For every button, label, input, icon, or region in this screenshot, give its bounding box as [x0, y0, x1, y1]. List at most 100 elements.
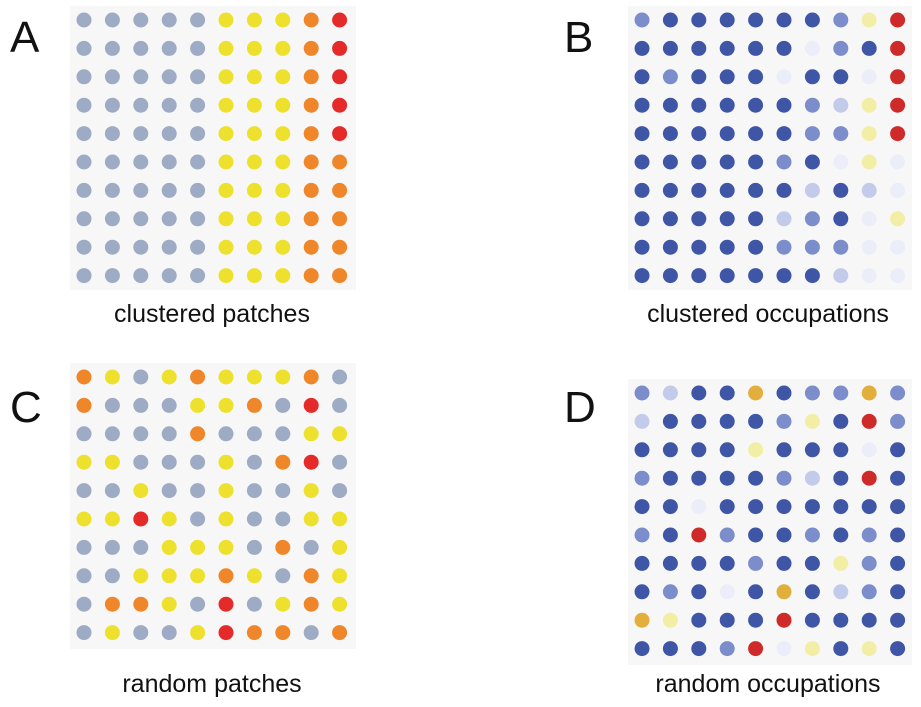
dot	[104, 426, 120, 442]
dot	[719, 470, 735, 486]
dot	[804, 12, 820, 28]
dot	[190, 397, 206, 413]
dot	[691, 154, 707, 170]
dot	[662, 69, 678, 85]
dot	[246, 426, 262, 442]
dot	[890, 555, 906, 571]
dot	[303, 539, 319, 555]
dot	[104, 539, 120, 555]
dot	[833, 182, 849, 198]
dot	[662, 584, 678, 600]
dot	[218, 625, 234, 641]
dot	[332, 97, 348, 113]
dot	[303, 397, 319, 413]
dot	[332, 69, 348, 85]
dot	[861, 97, 877, 113]
dot	[104, 154, 120, 170]
dot	[218, 568, 234, 584]
dot	[719, 12, 735, 28]
dot	[748, 40, 764, 56]
dot	[275, 483, 291, 499]
dot	[303, 596, 319, 612]
dot	[76, 483, 92, 499]
dot	[133, 97, 149, 113]
dot	[691, 612, 707, 628]
dot	[246, 12, 262, 28]
dot	[161, 483, 177, 499]
dot	[748, 12, 764, 28]
dot	[161, 239, 177, 255]
dot	[332, 182, 348, 198]
dot	[303, 483, 319, 499]
dot	[748, 154, 764, 170]
dot	[776, 126, 792, 142]
dot	[218, 126, 234, 142]
dot	[662, 268, 678, 284]
dot	[332, 126, 348, 142]
dot	[76, 397, 92, 413]
dot	[833, 40, 849, 56]
dot	[634, 470, 650, 486]
dot	[218, 40, 234, 56]
dot	[861, 12, 877, 28]
dot	[76, 12, 92, 28]
dot	[190, 154, 206, 170]
dot	[861, 154, 877, 170]
dot	[246, 97, 262, 113]
dot	[275, 154, 291, 170]
dot	[161, 40, 177, 56]
dot	[246, 539, 262, 555]
dot	[776, 268, 792, 284]
dot	[303, 154, 319, 170]
dot	[748, 584, 764, 600]
dot	[890, 12, 906, 28]
dot	[691, 555, 707, 571]
dot	[218, 397, 234, 413]
dot	[662, 442, 678, 458]
dot	[190, 511, 206, 527]
dot	[76, 40, 92, 56]
dot	[719, 555, 735, 571]
dot	[133, 239, 149, 255]
dot	[719, 239, 735, 255]
dot	[833, 268, 849, 284]
dot	[161, 69, 177, 85]
dot	[303, 568, 319, 584]
dot	[776, 385, 792, 401]
dot	[133, 126, 149, 142]
dot	[691, 211, 707, 227]
dot	[190, 483, 206, 499]
dot	[890, 385, 906, 401]
dot	[804, 126, 820, 142]
dot	[190, 239, 206, 255]
dot	[246, 625, 262, 641]
dot	[303, 239, 319, 255]
dot	[104, 69, 120, 85]
dot	[890, 641, 906, 657]
dot	[861, 385, 877, 401]
dot	[76, 625, 92, 641]
dot	[719, 641, 735, 657]
dot	[748, 442, 764, 458]
dot	[861, 211, 877, 227]
dot	[691, 385, 707, 401]
dot	[332, 239, 348, 255]
dot	[719, 211, 735, 227]
dot	[861, 584, 877, 600]
dot	[748, 182, 764, 198]
dot	[190, 211, 206, 227]
panel-caption: clustered patches	[114, 300, 310, 328]
dot	[303, 126, 319, 142]
dot	[776, 154, 792, 170]
dot	[662, 413, 678, 429]
dot	[861, 239, 877, 255]
dot	[161, 426, 177, 442]
dot	[218, 539, 234, 555]
dot	[634, 239, 650, 255]
dot	[861, 182, 877, 198]
dot	[161, 182, 177, 198]
dot	[133, 483, 149, 499]
dot	[246, 511, 262, 527]
dot	[161, 596, 177, 612]
dot	[861, 527, 877, 543]
